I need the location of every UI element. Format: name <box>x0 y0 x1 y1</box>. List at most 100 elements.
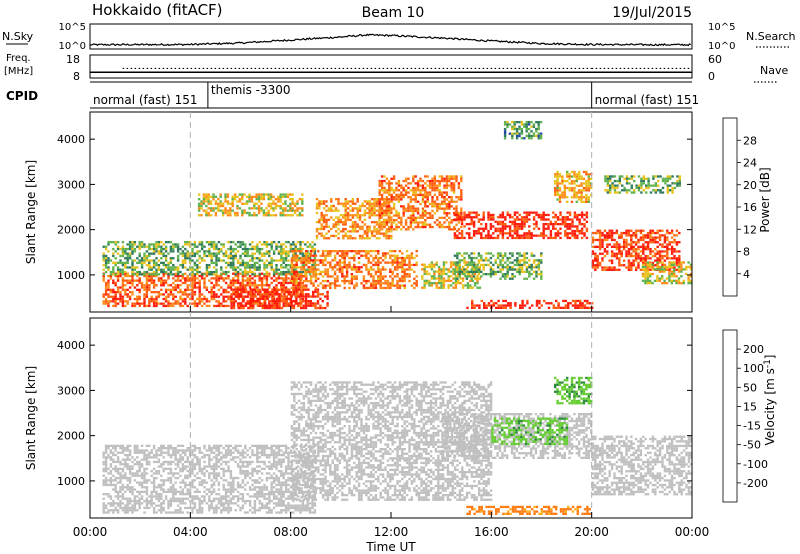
power-cell <box>637 241 640 244</box>
power-cell <box>136 297 139 301</box>
power-cell <box>136 302 139 305</box>
power-cell <box>176 300 180 303</box>
power-cell <box>598 234 602 237</box>
power-cell <box>392 228 396 231</box>
power-cell <box>191 293 194 296</box>
power-cell <box>630 243 633 246</box>
power-cell <box>215 295 218 298</box>
power-cell <box>556 170 559 174</box>
power-cell <box>518 268 521 271</box>
power-cell <box>354 223 357 226</box>
power-cell <box>508 220 512 223</box>
power-cell <box>242 290 245 294</box>
power-cell <box>651 272 654 276</box>
power-cell <box>160 270 163 274</box>
power-cell <box>208 291 211 294</box>
nsky-panel: N.Sky 10^5 10^0 10^5 10^0 N.Search <box>2 22 796 52</box>
power-cell <box>279 204 282 208</box>
power-cell <box>663 245 667 248</box>
power-cell <box>205 241 209 244</box>
power-cell <box>290 295 293 298</box>
power-cell <box>585 200 588 203</box>
power-cell <box>280 266 283 269</box>
power-cell <box>251 264 254 267</box>
power-cell <box>258 264 261 267</box>
power-cell <box>155 270 158 274</box>
power-cell <box>675 279 678 282</box>
power-cell <box>160 241 163 244</box>
power-cell <box>414 189 417 192</box>
power-cell <box>381 277 385 280</box>
power-cell <box>368 230 371 233</box>
power-cell <box>294 274 297 278</box>
power-cell <box>370 221 374 224</box>
power-cell <box>309 282 313 285</box>
power-cell <box>433 212 437 215</box>
power-cell <box>253 261 257 264</box>
power-cell <box>390 223 393 226</box>
power-cell <box>112 268 115 271</box>
power-cell <box>356 209 359 212</box>
power-cell <box>264 297 267 300</box>
power-cell <box>257 200 261 203</box>
power-cell <box>280 277 283 280</box>
power-cell <box>668 272 671 276</box>
power-cell <box>382 211 386 215</box>
power-cell <box>530 273 533 276</box>
power-cell <box>284 279 288 282</box>
power-cell <box>385 228 389 231</box>
power-cell <box>677 279 681 282</box>
power-cell <box>241 202 244 205</box>
power-cell <box>229 281 233 285</box>
power-cell <box>236 259 240 262</box>
power-cell <box>193 268 197 271</box>
power-cell <box>217 257 221 260</box>
power-cell <box>564 229 567 233</box>
power-cell <box>356 214 359 217</box>
power-cell <box>433 202 437 206</box>
power-cell <box>528 236 531 240</box>
power-cell <box>654 191 657 194</box>
power-cell <box>152 297 156 301</box>
power-cell <box>181 254 185 258</box>
power-cell <box>294 252 297 255</box>
power-cell <box>649 272 652 276</box>
power-cell <box>346 216 350 219</box>
power-cell <box>448 202 451 206</box>
power-cell <box>269 193 273 196</box>
power-cell <box>353 250 356 253</box>
power-cell <box>272 252 276 255</box>
power-cell <box>299 281 302 285</box>
power-cell <box>647 179 650 183</box>
power-cell <box>556 191 559 194</box>
power-cell <box>251 247 254 251</box>
power-cell <box>246 279 249 282</box>
power-cell <box>200 245 204 248</box>
power-cell <box>342 216 345 219</box>
power-cell <box>184 261 187 264</box>
power-cell <box>360 254 363 257</box>
power-cell <box>443 221 446 224</box>
power-cell <box>668 261 671 264</box>
power-cell <box>530 268 533 271</box>
power-cell <box>176 286 180 289</box>
power-cell <box>281 211 285 215</box>
power-cell <box>131 302 134 305</box>
power-cell <box>591 241 595 244</box>
power-cell <box>114 274 117 278</box>
power-cell <box>610 245 614 248</box>
power-cell <box>400 221 403 224</box>
power-cell <box>436 179 439 183</box>
power-cell <box>277 274 281 278</box>
power-cell <box>549 223 553 226</box>
power-cell <box>525 236 529 240</box>
power-cell <box>443 179 446 183</box>
power-cell <box>336 284 339 287</box>
power-cell <box>403 270 406 273</box>
power-cell <box>247 300 250 303</box>
power-cell <box>423 268 426 271</box>
power-cell <box>285 297 288 300</box>
power-cell <box>644 270 647 273</box>
power-cell <box>460 207 463 210</box>
power-cell <box>229 202 232 205</box>
